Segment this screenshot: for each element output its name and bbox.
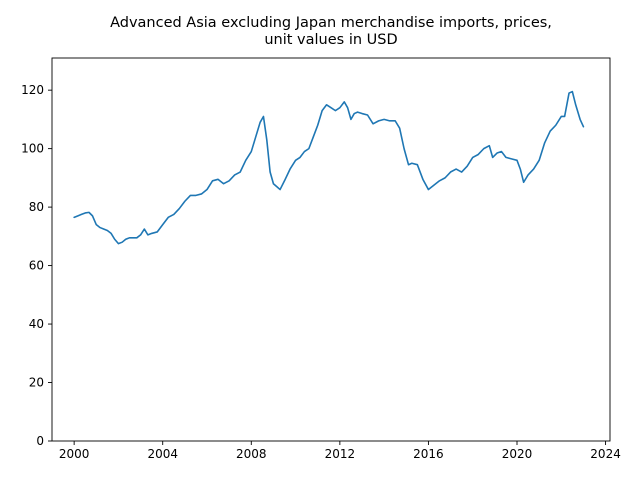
x-tick-label: 2004 xyxy=(147,447,178,461)
chart-title: Advanced Asia excluding Japan merchandis… xyxy=(110,15,552,48)
y-tick-label: 60 xyxy=(29,259,44,273)
y-tick-label: 0 xyxy=(36,434,44,448)
series-line-0 xyxy=(73,90,585,245)
y-tick-label: 80 xyxy=(29,200,44,214)
x-axis: 2000 2004 2008 2012 2016 2020 2024 xyxy=(59,441,621,461)
x-tick-label: 2012 xyxy=(325,447,356,461)
x-tick-label: 2008 xyxy=(236,447,267,461)
chart-title-line-1: Advanced Asia excluding Japan merchandis… xyxy=(110,15,552,31)
y-tick-label: 20 xyxy=(29,376,44,390)
y-tick-label: 40 xyxy=(29,317,44,331)
y-tick-label: 100 xyxy=(21,142,44,156)
x-tick-label: 2000 xyxy=(59,447,90,461)
chart-title-line-2: unit values in USD xyxy=(264,32,397,48)
plot-area xyxy=(51,57,611,442)
x-tick-label: 2016 xyxy=(413,447,444,461)
x-tick-label: 2020 xyxy=(502,447,533,461)
x-tick-label: 2024 xyxy=(590,447,621,461)
y-axis: 0 20 40 60 80 100 120 xyxy=(21,83,52,448)
y-tick-label: 120 xyxy=(21,83,44,97)
plot-frame xyxy=(51,57,611,442)
